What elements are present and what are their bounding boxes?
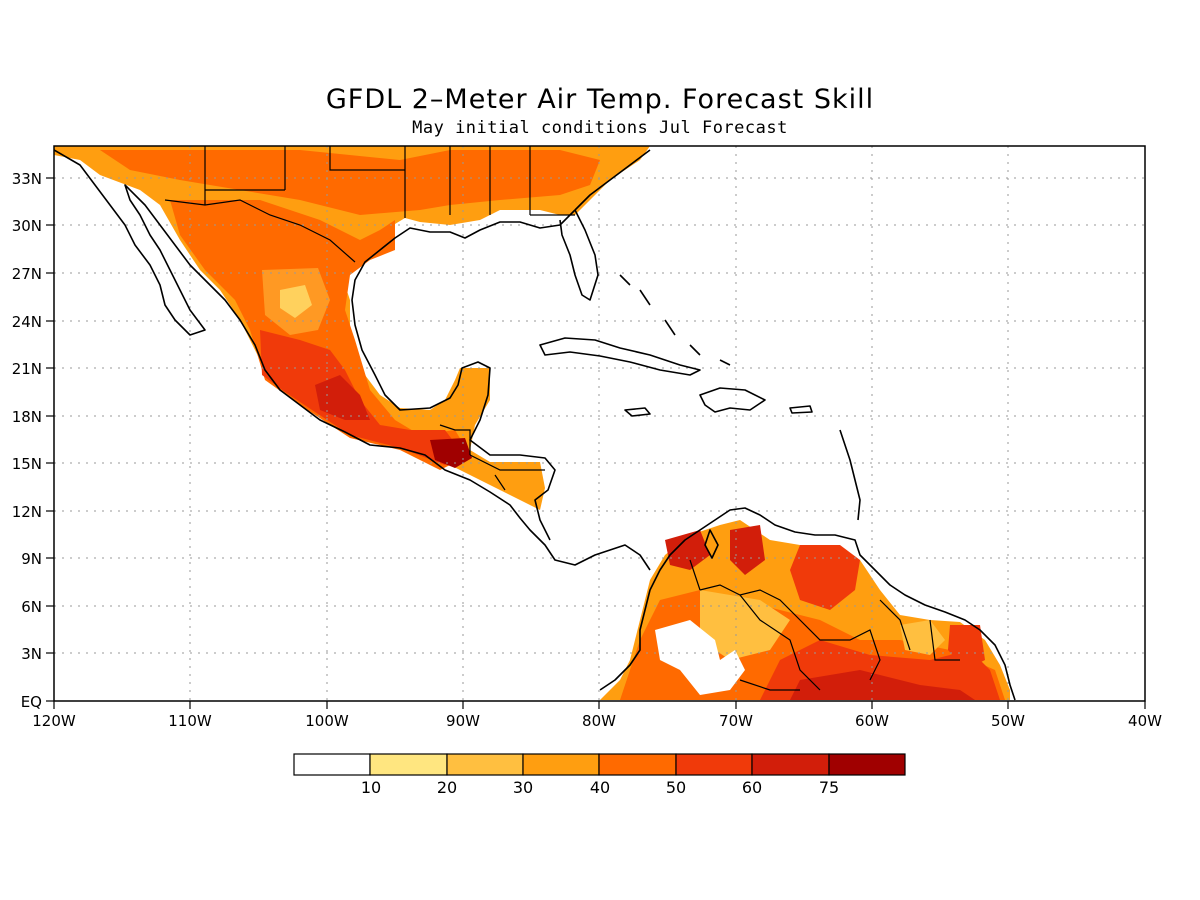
colorbar-swatch-0 [293,753,371,776]
coastlines [54,149,1016,701]
lon-label-110w: 110W [168,712,212,730]
colorbar-label-60: 60 [742,778,762,797]
shade-colombia-north [665,530,710,570]
shade-mexico-plateau-ring [262,268,330,335]
lat-label-15n: 15N [12,455,42,473]
border-south-america [689,559,960,691]
graticule [54,146,1145,701]
border-us-states [204,146,575,218]
lat-label-6n: 6N [21,598,42,616]
lat-label-12n: 12N [12,503,42,521]
lat-label-27n: 27N [12,265,42,283]
coast-south-america [599,507,1016,701]
coast-bahamas [619,274,731,366]
colorbar-label-10: 10 [361,778,381,797]
lat-labels: EQ 3N 6N 9N 12N 15N 18N 21N 24N 27N 30N … [12,170,42,711]
colorbar-swatch-6 [751,753,830,776]
colorbar-swatch-7 [828,753,906,776]
coast-jamaica [624,407,651,417]
lat-label-30n: 30N [12,217,42,235]
shade-venezuela-west [730,525,765,575]
colorbar-label-50: 50 [666,778,686,797]
coast-hispaniola [699,387,766,413]
lat-label-3n: 3N [21,645,42,663]
coast-antilles [839,429,861,521]
tick-marks [46,177,1146,709]
coast-puerto-rico [789,405,813,414]
shade-us-south [100,150,600,215]
lat-label-eq: EQ [21,693,42,711]
lat-label-18n: 18N [12,408,42,426]
skill-shading [54,146,1010,700]
lon-label-90w: 90W [446,712,480,730]
colorbar-label-30: 30 [513,778,533,797]
lat-label-24n: 24N [12,313,42,331]
shade-mexico-west [260,330,460,465]
shade-guatemala [430,438,472,468]
colorbar-swatch-1 [369,753,448,776]
lon-label-80w: 80W [582,712,616,730]
lat-label-9n: 9N [21,550,42,568]
lon-label-100w: 100W [305,712,349,730]
borders [164,146,960,691]
shade-mexico-south [315,375,370,420]
coast-cuba [539,337,701,376]
map-subtitle: May initial conditions Jul Forecast [412,118,788,138]
lat-label-33n: 33N [12,170,42,188]
colorbar: 10 20 30 40 50 60 75 [293,753,906,797]
colorbar-label-40: 40 [590,778,610,797]
coast-gulf [351,209,576,541]
colorbar-swatch-2 [446,753,524,776]
colorbar-label-75: 75 [819,778,839,797]
colorbar-label-20: 20 [437,778,457,797]
coast-pacific [54,149,651,571]
shade-sa-east-core [790,670,975,700]
border-central-america [439,424,545,491]
lon-label-60w: 60W [855,712,889,730]
lon-labels: 120W 110W 100W 90W 80W 70W 60W 50W 40W [32,712,1162,730]
colorbar-swatch-3 [522,753,600,776]
coast-maracaibo [704,529,719,559]
map-title: GFDL 2–Meter Air Temp. Forecast Skill [325,84,875,115]
lon-label-50w: 50W [991,712,1025,730]
colorbar-swatch-5 [675,753,753,776]
colorbar-swatch-4 [598,753,677,776]
lon-label-120w: 120W [32,712,76,730]
shade-guiana [948,625,985,670]
shade-sa-inner [700,590,790,660]
lon-label-40w: 40W [1128,712,1162,730]
shade-sa-white [655,620,745,695]
lat-label-21n: 21N [12,360,42,378]
lon-label-70w: 70W [719,712,753,730]
shade-venezuela [790,545,860,610]
shade-mexico-core [170,200,470,470]
coast-florida [559,149,651,301]
